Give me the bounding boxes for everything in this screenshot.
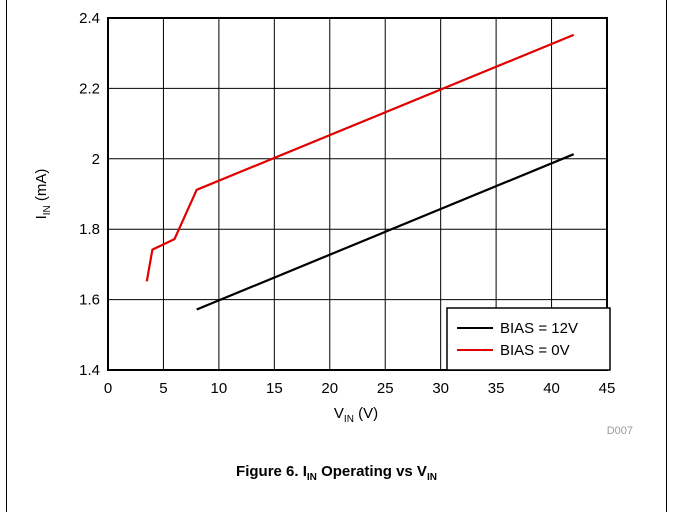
x-tick-label: 0 [104, 380, 112, 397]
figure-code: D007 [607, 425, 633, 437]
x-tick-label: 15 [266, 380, 283, 397]
legend-box [446, 307, 611, 371]
x-tick-label: 20 [321, 380, 338, 397]
x-tick-label: 5 [159, 380, 167, 397]
y-tick-label: 1.6 [79, 292, 100, 309]
series-layer [145, 33, 575, 311]
tick-labels: 0 5 10 15 20 25 30 35 40 45 1.4 1.6 1.8 2 2.2 2.4 [79, 10, 615, 397]
x-tick-label: 40 [543, 380, 560, 397]
plot-frame [107, 17, 608, 371]
y-axis-label: IIN (mA) [33, 169, 53, 220]
y-tick-label: 2 [92, 151, 100, 168]
y-tick-label: 2.2 [79, 80, 100, 97]
legend: BIAS = 12V BIAS = 0V [446, 307, 611, 371]
x-tick-label: 45 [599, 380, 616, 397]
figure-caption: Figure 6. IIN Operating vs VIN [236, 463, 437, 483]
legend-label-bias-12v: BIAS = 12V [500, 320, 578, 337]
x-axis-label: VIN (V) [334, 405, 378, 425]
series-line-bias-12v [196, 153, 575, 311]
series-line-bias-0v [145, 33, 575, 282]
frame-right-border [666, 0, 667, 512]
x-tick-label: 10 [211, 380, 228, 397]
y-tick-label: 1.8 [79, 221, 100, 238]
y-tick-label: 2.4 [79, 10, 100, 27]
chart: 0 5 10 15 20 25 30 35 40 45 1.4 1.6 1.8 2 2.2 2.4 VIN (… [33, 10, 633, 437]
x-tick-label: 35 [488, 380, 505, 397]
y-tick-label: 1.4 [79, 362, 100, 379]
legend-label-bias-0v: BIAS = 0V [500, 342, 570, 359]
x-tick-label: 30 [432, 380, 449, 397]
frame-left-border [6, 0, 7, 512]
x-tick-label: 25 [377, 380, 394, 397]
